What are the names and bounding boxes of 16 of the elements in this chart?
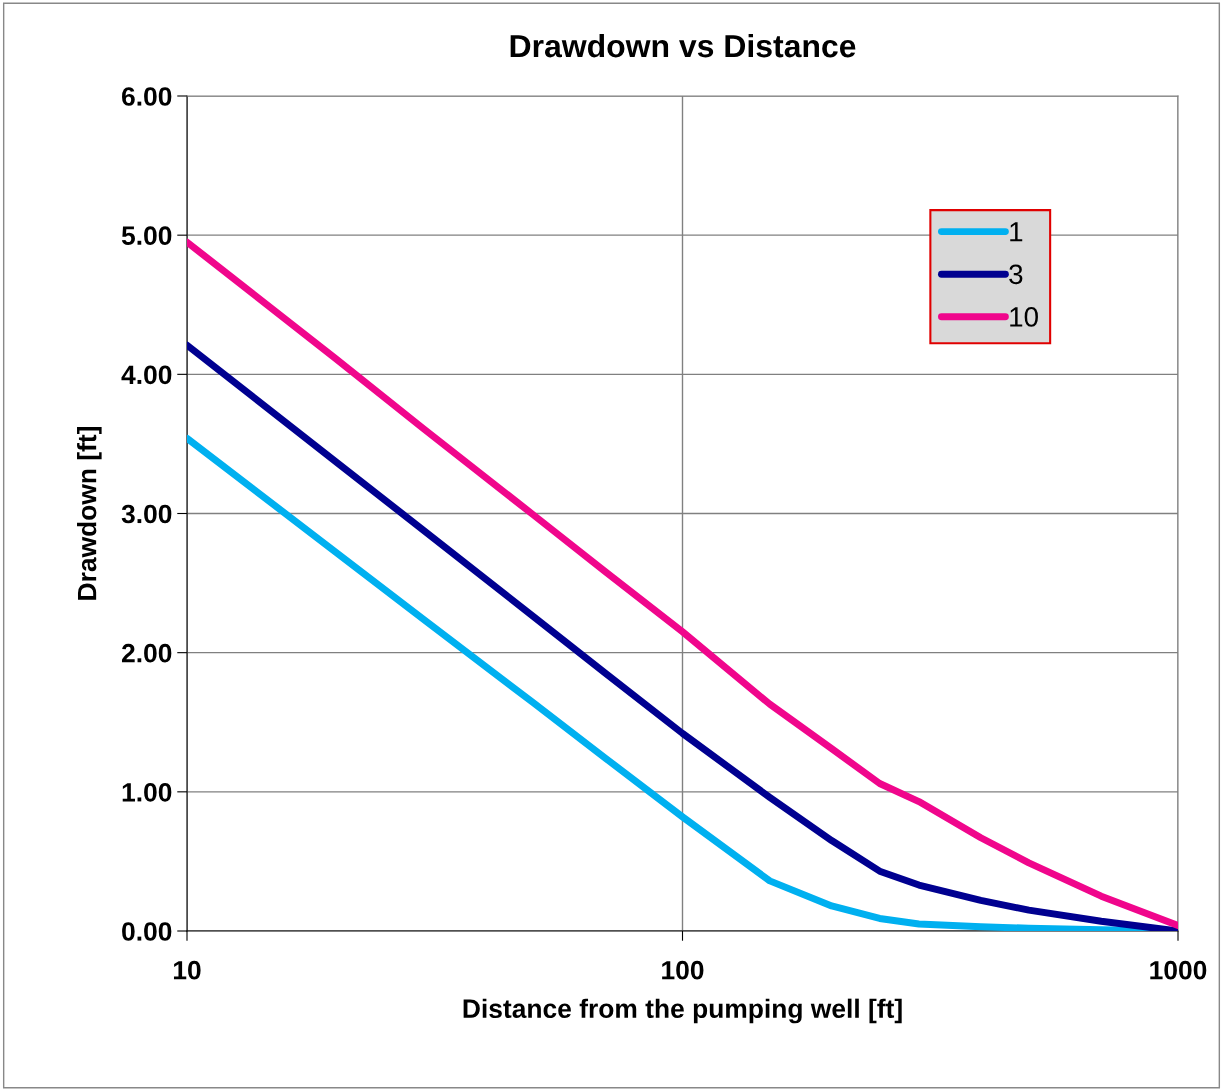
y-tick-label: 0.00: [122, 922, 172, 941]
y-tick-label: 6.00: [122, 87, 172, 106]
legend-label: 3: [1009, 264, 1023, 285]
x-tick-label: 100: [662, 960, 704, 980]
y-tick-label: 1.00: [122, 782, 172, 802]
x-axis-title: Distance from the pumping well [ft]: [463, 998, 902, 1024]
y-tick-label: 3.00: [121, 504, 172, 524]
x-tick-label: 1000: [1150, 960, 1207, 980]
legend-label: 10: [1010, 307, 1038, 327]
y-tick-label: 5.00: [121, 226, 172, 245]
chart-title: Drawdown vs Distance: [510, 33, 856, 58]
y-tick-label: 4.00: [121, 365, 172, 385]
y-tick-label: 2.00: [121, 643, 172, 663]
x-tick-label: 10: [173, 960, 201, 980]
y-axis-title: Drawdown [ft]: [77, 427, 102, 600]
legend-label: 1: [1010, 222, 1023, 242]
